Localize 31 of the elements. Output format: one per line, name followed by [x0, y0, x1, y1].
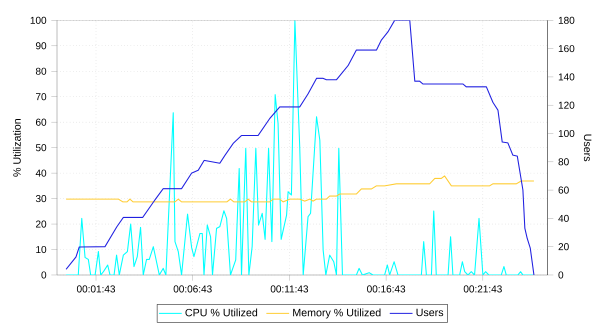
y2-tick-label: 140 [558, 73, 574, 80]
y2-axis-title: Users [584, 134, 592, 162]
y-tick-label: 10 [36, 246, 46, 254]
y2-tick-label: 120 [558, 102, 574, 109]
x-tick-label: 00:16:43 [367, 285, 406, 292]
y-tick-label: 60 [36, 118, 46, 126]
y-tick-label: 50 [36, 144, 46, 152]
y2-tick-label: 60 [558, 186, 569, 194]
y-tick-label: 30 [36, 195, 46, 202]
y-tick-label: 0 [41, 271, 46, 279]
y2-tick-label: 40 [558, 214, 569, 222]
y-tick-label: 100 [30, 16, 46, 24]
legend-label: Users [416, 308, 444, 316]
y-tick-label: 40 [36, 170, 46, 177]
x-tick-label: 00:01:43 [76, 285, 116, 292]
x-tick-label: 00:06:43 [174, 285, 212, 292]
y-tick-label: 70 [36, 93, 46, 100]
y2-tick-label: 100 [558, 130, 574, 138]
y2-tick-label: 80 [558, 158, 569, 166]
y2-tick-label: 20 [558, 243, 569, 250]
x-tick-label: 00:11:43 [270, 285, 308, 292]
y2-tick-label: 0 [558, 271, 564, 279]
y-tick-label: 20 [36, 220, 46, 228]
x-tick-label: 00:21:43 [464, 285, 502, 292]
y2-tick-label: 180 [558, 16, 574, 24]
y-axis-title: % Utilization [12, 119, 21, 177]
y2-tick-label: 160 [558, 45, 574, 52]
y-tick-label: 80 [36, 68, 46, 75]
y-tick-label: 90 [36, 42, 46, 50]
legend-label: Memory % Utilized [293, 308, 381, 318]
legend-label: CPU % Utilized [185, 308, 258, 316]
